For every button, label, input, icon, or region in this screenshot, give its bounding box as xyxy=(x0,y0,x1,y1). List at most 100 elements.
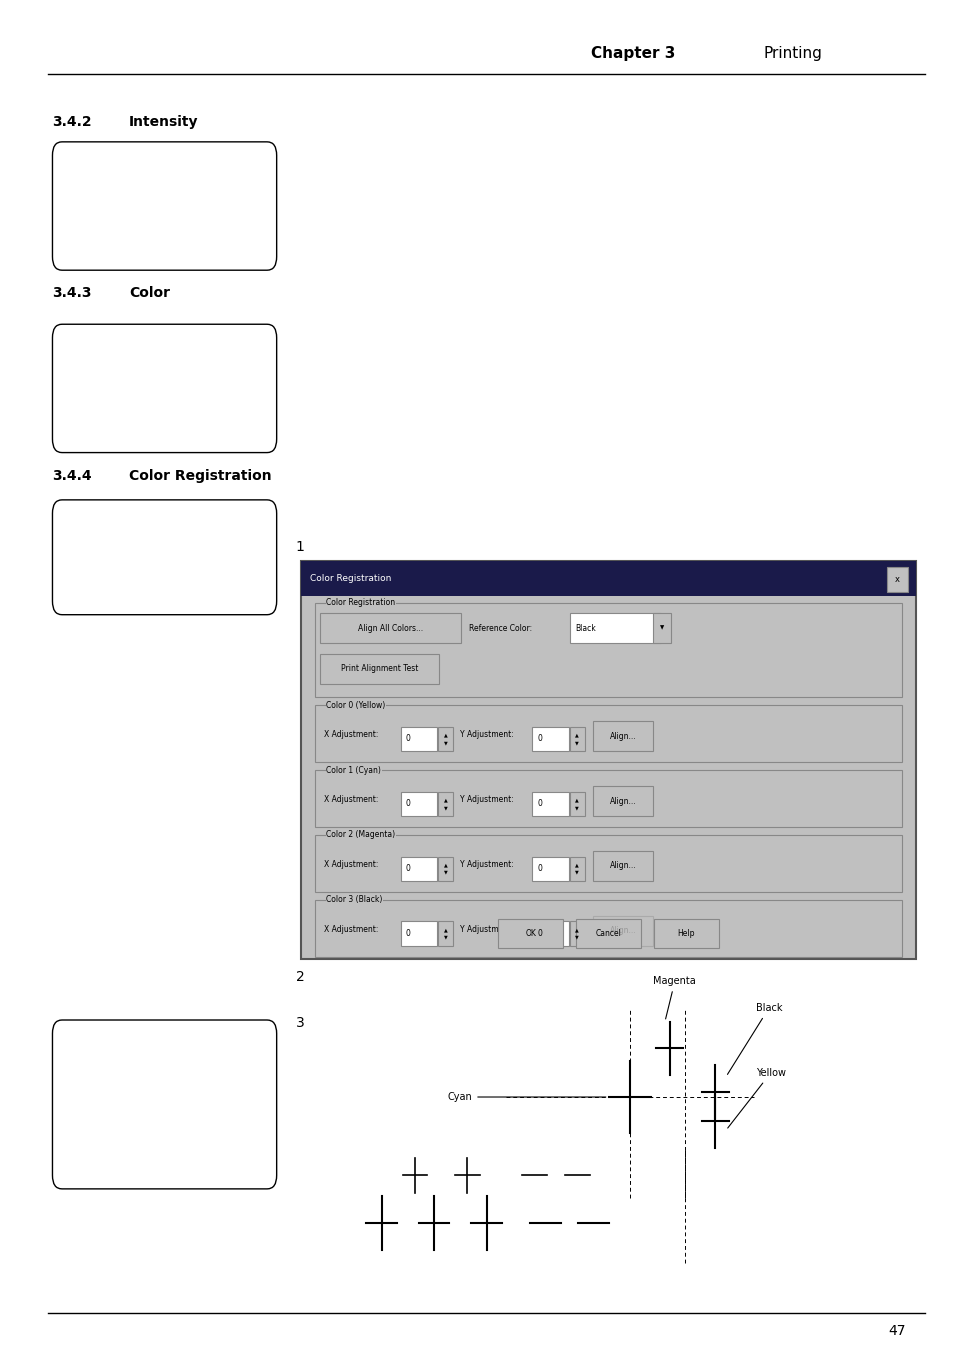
Text: Color Registration: Color Registration xyxy=(129,469,272,482)
Text: 3.4.3: 3.4.3 xyxy=(52,286,91,300)
FancyBboxPatch shape xyxy=(300,561,915,596)
FancyBboxPatch shape xyxy=(300,561,915,959)
Text: 47: 47 xyxy=(888,1324,905,1337)
Text: ▼: ▼ xyxy=(443,740,447,746)
Text: Color: Color xyxy=(129,286,170,300)
Text: 0: 0 xyxy=(537,865,541,873)
Text: Black: Black xyxy=(575,624,596,632)
Text: 0: 0 xyxy=(405,929,410,938)
Text: 1: 1 xyxy=(295,540,304,554)
Text: 2: 2 xyxy=(295,970,304,984)
Text: ▲: ▲ xyxy=(443,732,447,738)
Text: Align All Colors...: Align All Colors... xyxy=(357,624,422,632)
Text: Help: Help xyxy=(677,929,695,938)
FancyBboxPatch shape xyxy=(437,792,453,816)
FancyBboxPatch shape xyxy=(886,567,907,592)
Text: ▲: ▲ xyxy=(443,797,447,802)
Text: 0: 0 xyxy=(405,735,410,743)
Text: ▼: ▼ xyxy=(659,626,663,631)
Text: ▲: ▲ xyxy=(575,732,578,738)
Text: Y Adjustment:: Y Adjustment: xyxy=(459,731,513,739)
Text: Chapter 3: Chapter 3 xyxy=(591,46,675,61)
FancyBboxPatch shape xyxy=(437,857,453,881)
Text: ▼: ▼ xyxy=(575,935,578,940)
Text: Color Registration: Color Registration xyxy=(310,574,391,582)
FancyBboxPatch shape xyxy=(52,500,276,615)
FancyBboxPatch shape xyxy=(497,919,562,948)
Text: 0: 0 xyxy=(405,865,410,873)
Text: ▲: ▲ xyxy=(575,927,578,932)
Text: ▼: ▼ xyxy=(443,805,447,811)
Text: 0: 0 xyxy=(537,735,541,743)
Text: Cancel: Cancel xyxy=(595,929,620,938)
FancyBboxPatch shape xyxy=(570,613,660,643)
FancyBboxPatch shape xyxy=(593,721,653,751)
FancyBboxPatch shape xyxy=(400,921,436,946)
Text: x: x xyxy=(894,576,900,584)
FancyBboxPatch shape xyxy=(532,921,568,946)
FancyBboxPatch shape xyxy=(319,613,460,643)
Text: Magenta: Magenta xyxy=(653,977,696,1019)
FancyBboxPatch shape xyxy=(569,921,584,946)
FancyBboxPatch shape xyxy=(569,857,584,881)
Text: 0: 0 xyxy=(537,929,541,938)
FancyBboxPatch shape xyxy=(437,921,453,946)
Text: ▲: ▲ xyxy=(443,862,447,867)
FancyBboxPatch shape xyxy=(653,919,719,948)
Bar xyxy=(314,900,901,957)
Text: Y Adjustment:: Y Adjustment: xyxy=(459,861,513,869)
Text: X Adjustment:: X Adjustment: xyxy=(324,925,378,934)
FancyBboxPatch shape xyxy=(593,916,653,946)
Text: Align...: Align... xyxy=(610,927,636,935)
FancyBboxPatch shape xyxy=(569,792,584,816)
Text: Print Alignment Test: Print Alignment Test xyxy=(340,665,417,673)
Text: Color 0 (Yellow): Color 0 (Yellow) xyxy=(326,701,385,709)
FancyBboxPatch shape xyxy=(653,613,670,643)
Text: Intensity: Intensity xyxy=(129,115,198,128)
FancyBboxPatch shape xyxy=(532,857,568,881)
Text: Y Adjustment:: Y Adjustment: xyxy=(459,796,513,804)
Text: ▼: ▼ xyxy=(575,805,578,811)
FancyBboxPatch shape xyxy=(319,654,438,684)
Text: 3.4.4: 3.4.4 xyxy=(52,469,92,482)
Text: Reference Color:: Reference Color: xyxy=(469,624,532,632)
Text: 0: 0 xyxy=(405,800,410,808)
FancyBboxPatch shape xyxy=(400,727,436,751)
Bar xyxy=(314,835,901,892)
FancyBboxPatch shape xyxy=(400,792,436,816)
FancyBboxPatch shape xyxy=(593,851,653,881)
FancyBboxPatch shape xyxy=(569,727,584,751)
Bar xyxy=(314,603,901,697)
Bar xyxy=(314,705,901,762)
Text: Color 1 (Cyan): Color 1 (Cyan) xyxy=(326,766,381,774)
Text: OK: OK xyxy=(525,929,536,938)
Text: Color Registration: Color Registration xyxy=(326,598,395,607)
Text: 3: 3 xyxy=(295,1016,304,1029)
Text: ▲: ▲ xyxy=(443,927,447,932)
Text: Yellow: Yellow xyxy=(727,1069,784,1128)
Text: ▼: ▼ xyxy=(443,870,447,875)
Text: ▼: ▼ xyxy=(443,935,447,940)
Text: Align...: Align... xyxy=(610,732,636,740)
Text: 0: 0 xyxy=(537,800,541,808)
FancyBboxPatch shape xyxy=(400,857,436,881)
Text: X Adjustment:: X Adjustment: xyxy=(324,731,378,739)
Text: Color 2 (Magenta): Color 2 (Magenta) xyxy=(326,831,395,839)
Text: X Adjustment:: X Adjustment: xyxy=(324,796,378,804)
FancyBboxPatch shape xyxy=(437,727,453,751)
Text: 3.4.2: 3.4.2 xyxy=(52,115,92,128)
Text: Align...: Align... xyxy=(610,797,636,805)
FancyBboxPatch shape xyxy=(52,324,276,453)
Text: Y Adjustment:: Y Adjustment: xyxy=(459,925,513,934)
Text: X Adjustment:: X Adjustment: xyxy=(324,861,378,869)
Text: Align...: Align... xyxy=(610,862,636,870)
Text: ▼: ▼ xyxy=(575,740,578,746)
Text: ▼: ▼ xyxy=(575,870,578,875)
FancyBboxPatch shape xyxy=(575,919,639,948)
Text: ▲: ▲ xyxy=(575,797,578,802)
Bar xyxy=(314,770,901,827)
FancyBboxPatch shape xyxy=(593,786,653,816)
FancyBboxPatch shape xyxy=(532,727,568,751)
Text: Cyan: Cyan xyxy=(447,1092,605,1102)
FancyBboxPatch shape xyxy=(52,1020,276,1189)
